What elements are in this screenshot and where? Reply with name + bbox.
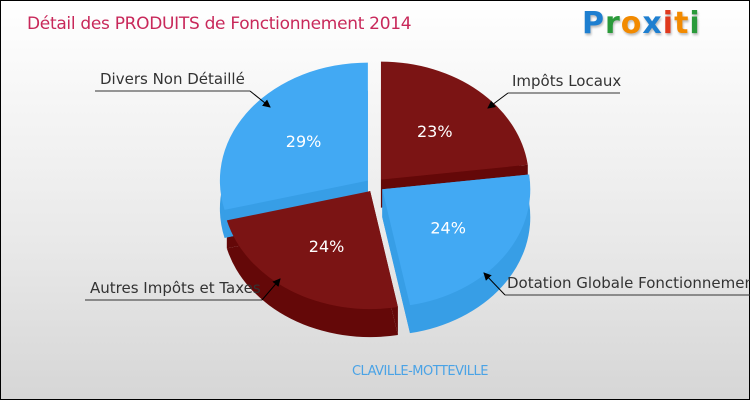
proxiti-logo: Proxiti [582, 6, 701, 41]
pie-slice[interactable] [226, 191, 398, 310]
slice-label: Impôts Locaux [512, 72, 621, 90]
chart-subtitle: CLAVILLE-MOTTEVILLE [351, 364, 489, 379]
callout-arrow [483, 272, 506, 296]
pie-slice[interactable] [380, 61, 528, 180]
slice-percent-label: 24% [309, 237, 345, 256]
slice-percent-label: 24% [430, 218, 466, 237]
pie-slice-wall [382, 189, 411, 334]
slice-percent-label: 23% [417, 122, 453, 141]
slice-label: Divers Non Détaillé [100, 70, 245, 88]
callout-arrow [487, 92, 509, 109]
pie-slice[interactable] [219, 62, 368, 210]
callout-arrow [261, 278, 281, 301]
slice-label: Autres Impôts et Taxes [90, 279, 261, 297]
chart-title: Détail des PRODUITS de Fonctionnement 20… [27, 14, 412, 34]
slice-percent-label: 29% [286, 132, 322, 151]
slice-label: Dotation Globale Fonctionnement [507, 274, 750, 292]
pie-slice[interactable] [382, 174, 531, 306]
callout-arrow [249, 90, 271, 108]
